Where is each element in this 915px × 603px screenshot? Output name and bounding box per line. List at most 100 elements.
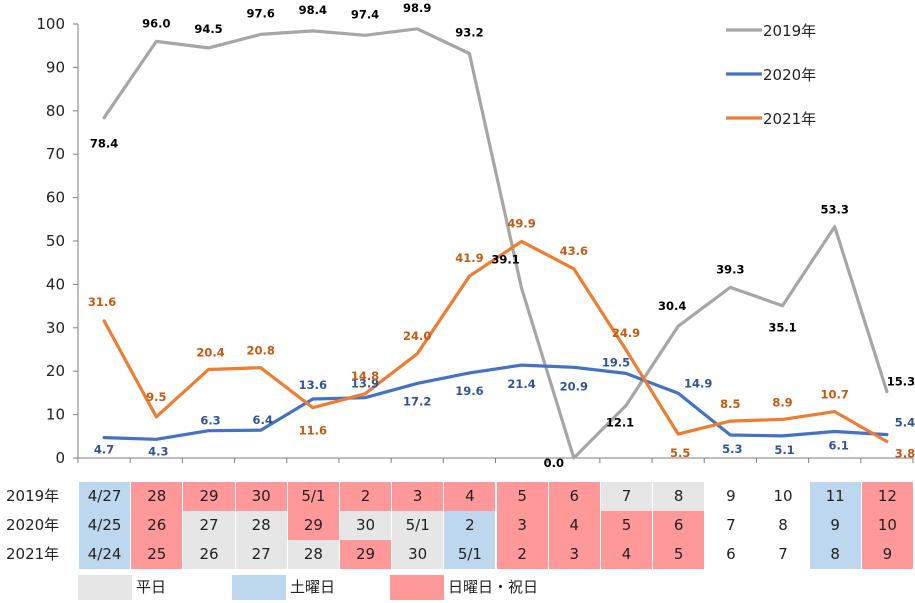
calendar-cell: 8	[809, 540, 861, 569]
data-label-s1: 12.1	[606, 416, 634, 430]
calendar-cell: 30	[392, 540, 444, 569]
data-label-s3: 49.9	[507, 216, 535, 230]
data-label-s3: 14.8	[351, 369, 379, 383]
y-tick-label: 90	[46, 58, 65, 76]
data-label-s2: 13.6	[299, 378, 327, 392]
data-label-s1: 97.4	[351, 7, 379, 21]
calendar-cell: 2	[444, 511, 496, 540]
y-tick-label: 80	[46, 102, 65, 120]
calendar-cell: 5/1	[444, 540, 496, 569]
data-label-s1: 15.3	[887, 375, 915, 389]
calendar-row-label: 2021年	[6, 545, 60, 563]
calendar-cell: 6	[653, 511, 705, 540]
y-tick-label: 40	[46, 275, 65, 293]
series-line-2	[102, 363, 889, 441]
data-label-s3: 10.7	[821, 388, 849, 402]
calendar-cell: 25	[131, 540, 183, 569]
data-label-s3: 24.0	[403, 329, 431, 343]
data-label-s2: 5.1	[774, 443, 794, 457]
chart-legend: 2019年 2020年 2021年	[726, 22, 816, 128]
calendar-cell: 8	[757, 511, 809, 540]
y-tick-label: 70	[46, 145, 65, 163]
calendar-cell: 5	[653, 540, 705, 569]
calendar-cell: 29	[339, 540, 392, 569]
data-label-s2: 19.5	[602, 355, 630, 369]
data-label-s2: 4.7	[94, 443, 114, 457]
calendar-cell: 8	[653, 482, 705, 511]
calendar-row-3: 2021年 4/24 25 26 27 28 29 30 5/1 2 3 4 5 6 7 8 9	[0, 540, 915, 569]
calendar-cell: 26	[131, 511, 183, 540]
data-label-s3: 3.8	[895, 447, 915, 461]
calendar-cell: 28	[287, 540, 339, 569]
y-tick-label: 100	[36, 15, 65, 33]
data-label-s1: 30.4	[658, 299, 686, 313]
calendar-cell: 5/1	[392, 511, 444, 540]
calendar-legend-swatch	[232, 575, 286, 600]
data-label-s3: 20.4	[196, 346, 224, 360]
data-label-s2: 21.4	[507, 377, 535, 391]
data-label-s3: 5.5	[670, 446, 690, 460]
data-label-s1: 39.3	[716, 262, 744, 276]
calendar-cell: 11	[809, 482, 861, 511]
data-label-s3: 8.5	[720, 397, 740, 411]
calendar-cell: 28	[235, 511, 287, 540]
data-label-s2: 20.9	[560, 379, 588, 393]
data-label-s3: 43.6	[560, 244, 588, 258]
data-label-s2: 13.9	[351, 377, 379, 391]
data-label-s1: 53.3	[821, 203, 849, 217]
calendar-cell: 3	[548, 540, 600, 569]
calendar-row-1: 2019年 4/27 28 29 30 5/1 2 3 4 5 6 7 8 9 10 11 12	[0, 482, 915, 511]
calendar-cell: 26	[183, 540, 235, 569]
calendar-cell: 4/24	[79, 540, 131, 569]
data-label-s3: 11.6	[299, 424, 327, 438]
data-label-s1: 98.4	[299, 3, 327, 17]
y-tick-label: 0	[55, 449, 65, 467]
data-label-s2: 4.3	[148, 444, 168, 458]
calendar-cell: 30	[235, 482, 287, 511]
data-label-s1: 97.6	[247, 6, 275, 20]
calendar-cell: 10	[757, 482, 809, 511]
series-line-3	[102, 239, 889, 444]
calendar-legend-label: 日曜日・祝日	[448, 578, 539, 596]
data-label-s2: 6.4	[253, 413, 273, 427]
y-tick-label: 10	[46, 406, 65, 424]
calendar-legend-label: 平日	[136, 578, 167, 596]
legend-label-2: 2020年	[763, 66, 816, 84]
data-label-s2: 19.6	[455, 384, 483, 398]
calendar-cell: 9	[809, 511, 861, 540]
data-label-s3: 41.9	[455, 251, 483, 265]
calendar-row-label: 2019年	[6, 487, 60, 505]
y-tick-label: 60	[46, 189, 65, 207]
data-label-s1: 39.1	[491, 252, 519, 266]
calendar-cell: 3	[496, 511, 548, 540]
data-label-s3: 8.9	[772, 395, 792, 409]
calendar-legend-swatch	[390, 575, 444, 600]
calendar-legend-swatch	[78, 575, 132, 600]
legend-label-1: 2019年	[763, 22, 816, 40]
calendar-cell: 5/1	[287, 482, 339, 511]
data-label-s1: 78.4	[90, 137, 118, 151]
calendar-cell: 4/25	[79, 511, 131, 540]
calendar-cell: 4	[548, 511, 600, 540]
y-tick-label: 20	[46, 362, 65, 380]
data-label-s1: 96.0	[142, 16, 170, 30]
y-tick-label: 50	[46, 232, 65, 250]
data-label-s1: 94.5	[194, 22, 222, 36]
calendar-cell: 9	[705, 482, 757, 511]
calendar-cell: 4	[444, 482, 496, 511]
calendar-cell: 29	[287, 511, 339, 540]
data-label-s1: 0.0	[544, 456, 564, 470]
calendar-cell: 29	[183, 482, 235, 511]
calendar-cell: 4	[600, 540, 653, 569]
data-label-s2: 5.4	[895, 416, 915, 430]
data-labels: 78.4 96.0 94.5 97.6 98.4 97.4 98.9 93.2 39.1 0.0 1…	[88, 1, 915, 470]
data-label-s1: 35.1	[768, 321, 796, 335]
y-tick-label: 30	[46, 319, 65, 337]
calendar-cell: 5	[496, 482, 548, 511]
data-label-s3: 31.6	[88, 295, 116, 309]
calendar-cell: 27	[183, 511, 235, 540]
data-label-s1: 98.9	[403, 1, 431, 15]
calendar-cell: 28	[131, 482, 183, 511]
data-label-s3: 24.9	[612, 326, 640, 340]
calendar-cell: 7	[600, 482, 653, 511]
